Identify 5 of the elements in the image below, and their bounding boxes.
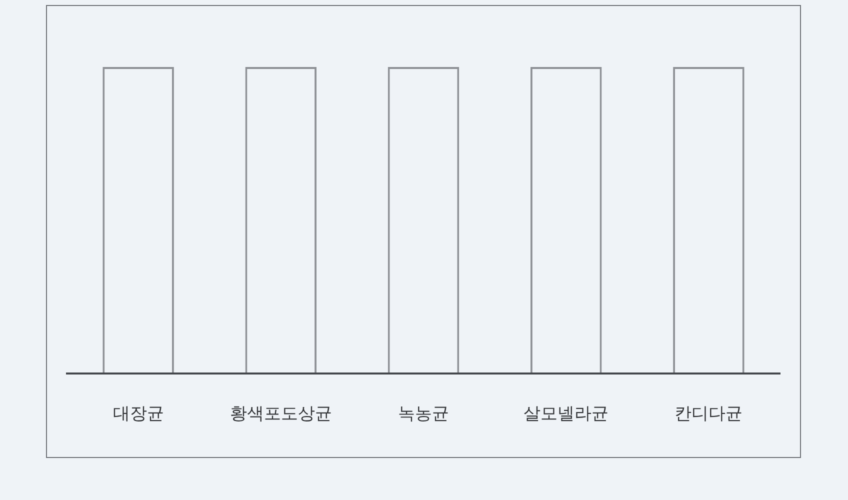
x-tick-label: 황색포도상균 xyxy=(230,404,332,424)
x-tick-label: 녹농균 xyxy=(398,404,449,424)
x-tick-label: 칸디다균 xyxy=(674,404,743,424)
x-tick-label: 대장균 xyxy=(112,404,164,424)
x-tick-label: 살모넬라균 xyxy=(524,404,609,424)
